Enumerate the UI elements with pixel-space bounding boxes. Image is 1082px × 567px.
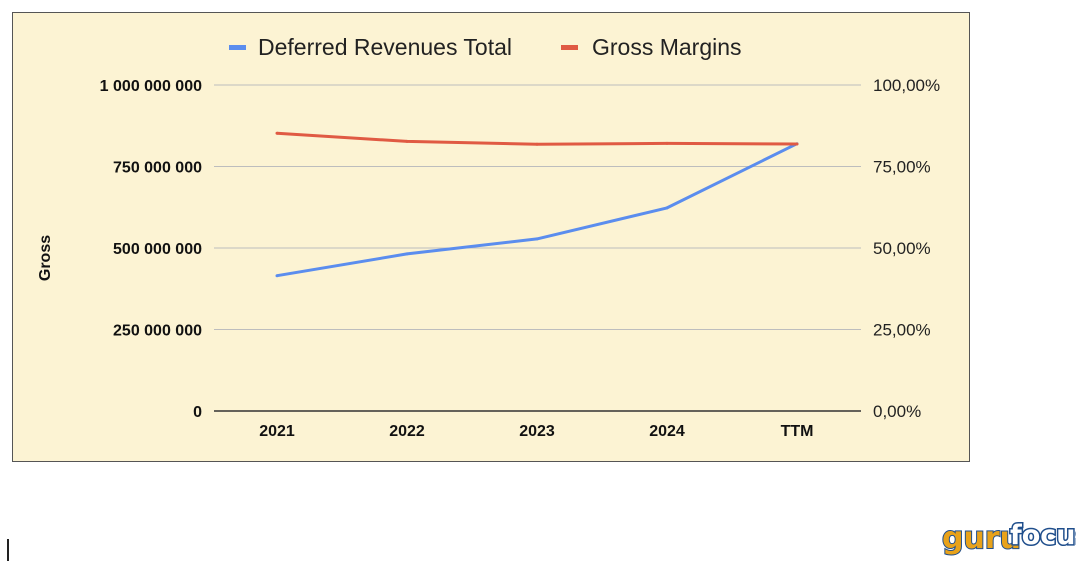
data-point [405,252,409,256]
y-tick-right-label: 75,00% [873,158,931,177]
data-point [535,142,539,146]
series-line-deferred-revenues-total [276,142,798,278]
y-axis-right-ticks: 100,00% 75,00% 50,00% 25,00% 0,00% [873,76,940,421]
x-tick-label: 2023 [519,423,555,440]
legend-label-gross-margins: Gross Margins [592,34,742,60]
legend-swatch-deferred-revenues [229,45,246,50]
legend-label-deferred-revenues: Deferred Revenues Total [258,34,512,60]
logo-text-focus: focus [1010,520,1076,551]
line-chart: Deferred Revenues Total Gross Margins Gr… [37,34,940,440]
x-axis-ticks: 2021 2022 2023 2024 TTM [259,423,813,440]
data-point [275,274,279,278]
data-point [795,142,799,146]
x-tick-label: 2022 [389,423,425,440]
y-tick-left-label: 250 000 000 [113,323,202,340]
x-tick-label: 2024 [649,423,685,440]
series-line-gross-margins [276,131,798,146]
legend: Deferred Revenues Total Gross Margins [229,34,742,60]
data-point [535,237,539,241]
data-point [405,139,409,143]
logo-text-guru: guru [942,521,1021,556]
y-tick-left-label: 750 000 000 [113,160,202,177]
gurufocus-logo: guru focus [940,514,1082,562]
data-point [275,131,279,135]
y-tick-right-label: 100,00% [873,76,940,95]
gurufocus-logo-mark: guru focus [941,519,1082,558]
data-point [665,141,669,145]
y-tick-left-label: 0 [193,404,202,421]
y-tick-left-label: 1 000 000 000 [100,78,202,95]
gridlines [214,84,861,412]
y-axis-title: Gross [37,235,54,281]
y-tick-left-label: 500 000 000 [113,241,202,258]
x-tick-label: TTM [781,423,814,440]
y-tick-right-label: 25,00% [873,321,931,340]
data-point [665,206,669,210]
series [275,131,799,278]
chart-frame: Deferred Revenues Total Gross Margins Gr… [12,12,970,462]
y-tick-right-label: 50,00% [873,239,931,258]
x-tick-label: 2021 [259,423,295,440]
y-tick-right-label: 0,00% [873,402,921,421]
legend-swatch-gross-margins [561,45,578,50]
y-axis-left-ticks: 1 000 000 000 750 000 000 500 000 000 250 0… [100,78,202,421]
text-cursor [7,539,9,561]
